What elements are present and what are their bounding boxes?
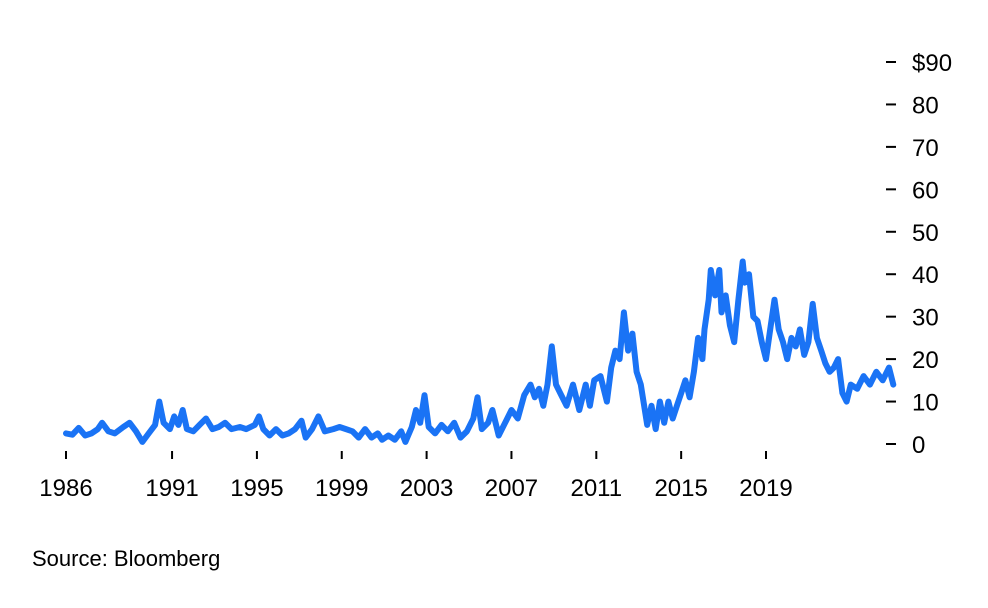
- x-axis: 1986 1991 1995 1999 2003 2007 2011 2015 2019: [39, 451, 793, 502]
- x-tick-label: 1995: [230, 475, 283, 502]
- y-axis: 0 10 20 30 40 50 60 70 80 $90: [886, 50, 952, 459]
- y-tick-label: 70: [912, 135, 939, 162]
- series-line: [63, 258, 897, 445]
- x-tick-label: 1991: [145, 475, 198, 502]
- x-tick-label: 2007: [485, 475, 538, 502]
- x-tick-label: 2015: [654, 475, 707, 502]
- x-tick-label: 1986: [39, 475, 92, 502]
- y-tick-label: 80: [912, 92, 939, 119]
- x-tick-label: 2003: [400, 475, 453, 502]
- source-note: Source: Bloomberg: [32, 546, 221, 571]
- x-tick-label: 2019: [739, 475, 792, 502]
- y-tick-label: 40: [912, 262, 939, 289]
- y-tick-label: 60: [912, 177, 939, 204]
- y-tick-label: $90: [912, 50, 952, 77]
- x-tick-label: 2011: [570, 475, 622, 502]
- series-layer: [63, 258, 897, 445]
- y-tick-label: 20: [912, 347, 939, 374]
- x-tick-label: 1999: [315, 475, 368, 502]
- y-tick-label: 0: [912, 432, 925, 459]
- y-tick-label: 30: [912, 305, 939, 332]
- y-tick-label: 10: [912, 390, 939, 417]
- y-tick-label: 50: [912, 220, 939, 247]
